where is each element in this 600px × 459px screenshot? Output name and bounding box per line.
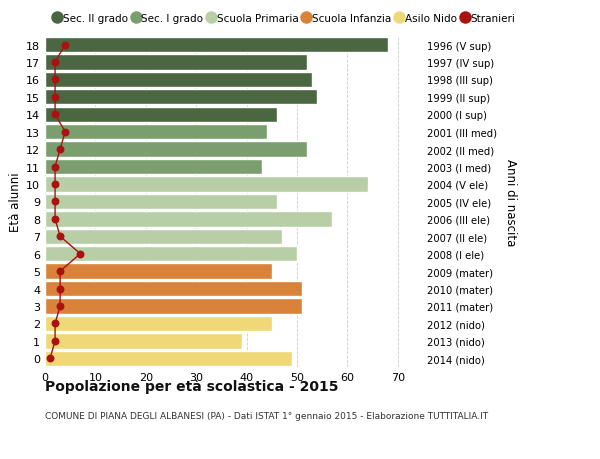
Bar <box>45 194 277 210</box>
Bar <box>45 229 282 244</box>
Bar <box>45 246 297 262</box>
Point <box>50 59 60 67</box>
Point <box>50 94 60 101</box>
Point <box>55 268 65 275</box>
Point <box>50 320 60 327</box>
Point <box>55 233 65 241</box>
Point <box>50 77 60 84</box>
Bar <box>45 107 277 123</box>
Bar <box>45 333 242 349</box>
Point <box>50 112 60 119</box>
Point <box>50 163 60 171</box>
Point <box>50 337 60 345</box>
Bar <box>45 264 272 279</box>
Point <box>50 216 60 223</box>
Bar <box>45 125 267 140</box>
Bar <box>45 299 302 314</box>
Bar <box>45 316 272 331</box>
Bar <box>45 177 368 192</box>
Point <box>61 42 70 49</box>
Bar <box>45 142 307 157</box>
Bar <box>45 351 292 366</box>
Point <box>50 198 60 206</box>
Y-axis label: Anni di nascita: Anni di nascita <box>504 158 517 246</box>
Bar <box>45 160 262 175</box>
Text: COMUNE DI PIANA DEGLI ALBANESI (PA) - Dati ISTAT 1° gennaio 2015 - Elaborazione : COMUNE DI PIANA DEGLI ALBANESI (PA) - Da… <box>45 411 488 420</box>
Bar <box>45 55 307 71</box>
Text: Popolazione per età scolastica - 2015: Popolazione per età scolastica - 2015 <box>45 379 338 393</box>
Point <box>55 146 65 153</box>
Legend: Sec. II grado, Sec. I grado, Scuola Primaria, Scuola Infanzia, Asilo Nido, Stran: Sec. II grado, Sec. I grado, Scuola Prim… <box>50 10 520 28</box>
Point <box>55 302 65 310</box>
Y-axis label: Età alunni: Età alunni <box>9 172 22 232</box>
Point <box>76 251 85 258</box>
Bar <box>45 73 312 88</box>
Point <box>45 355 55 362</box>
Bar <box>45 90 317 105</box>
Point <box>61 129 70 136</box>
Bar <box>45 212 332 227</box>
Bar <box>45 281 302 297</box>
Point <box>55 285 65 292</box>
Bar <box>45 38 388 53</box>
Point <box>50 181 60 188</box>
